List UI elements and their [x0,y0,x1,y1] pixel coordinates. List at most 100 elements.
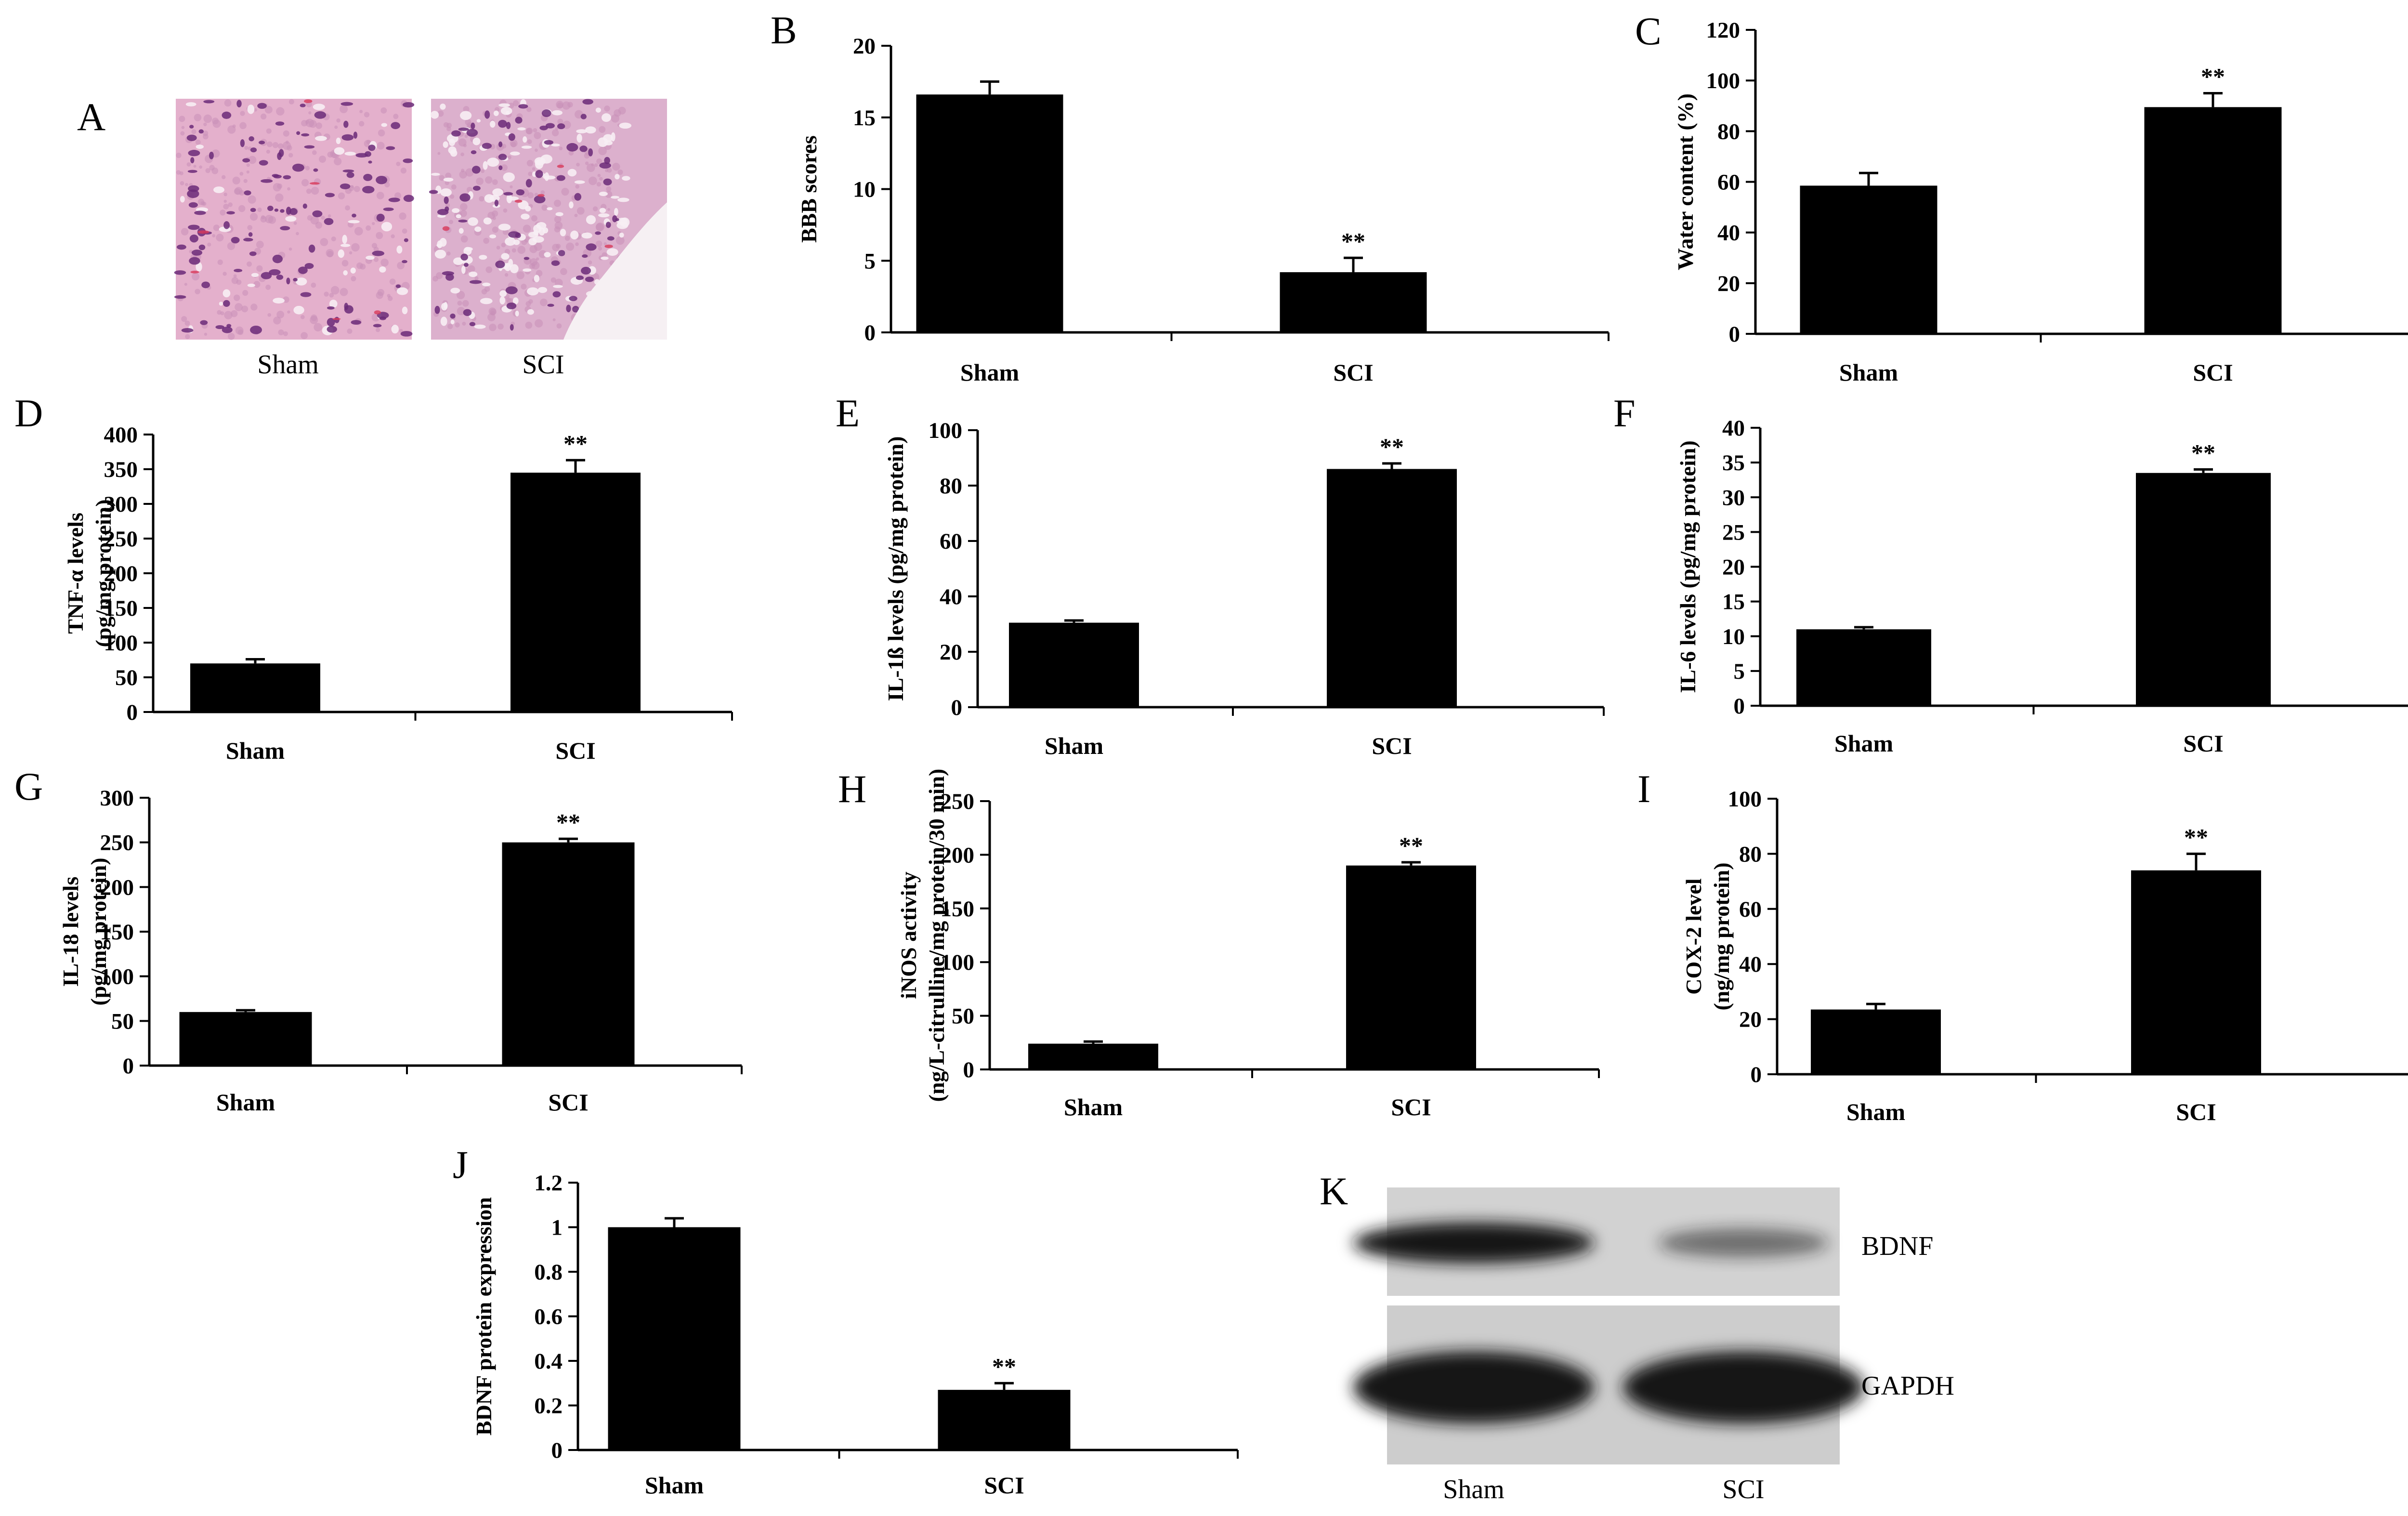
band-gapdh-sham [1353,1351,1594,1424]
y-tick-label: 250 [104,527,138,552]
bar-sci [1280,272,1427,332]
y-tick-label: 0.8 [534,1260,563,1285]
panel-letter-k: K [1320,1169,1348,1213]
y-tick-label: 100 [104,631,138,656]
y-tick-label: 15 [1722,590,1745,615]
y-tick-label: 200 [941,843,975,868]
category-label-sham: Sham [1045,732,1103,759]
significance-marker: ** [1380,433,1404,460]
panel-letter-a: A [77,95,105,139]
y-tick-label: 60 [1739,897,1762,922]
western-blot-panel: BDNF GAPDH Sham SCI [1353,1187,1954,1504]
y-tick-label: 40 [1739,952,1762,977]
y-tick-label: 0 [963,1057,975,1082]
y-axis-label: IL-18 levels (pg/mg protein) [58,857,111,1005]
bar-sham [1028,1043,1158,1069]
y-tick-label: 20 [940,640,962,665]
category-label-sham: Sham [1846,1098,1905,1125]
y-axis-label: IL-1ß levels (pg/mg protein) [883,436,908,701]
category-label-sci: SCI [2193,359,2233,386]
y-tick-label: 1.2 [534,1171,563,1196]
y-tick-label: 0 [1729,322,1741,347]
histology-label-sham: Sham [257,350,319,380]
category-label-sci: SCI [984,1472,1024,1499]
y-tick-label: 80 [940,474,962,499]
category-label-sham: Sham [1839,359,1898,386]
y-tick-label: 20 [1717,271,1740,296]
y-tick-label: 0 [123,1054,134,1079]
chart-i-cox-2: 0 20 40 60 80 100 Sham ** SCI COX-2 level (ng/mg p… [1681,787,2408,1125]
chart-f-il-6: 0 5 10 15 20 25 30 35 40 Sham ** SCI IL-6 levels (pg… [1675,416,2408,757]
chart-d-tnf-alpha: 0 50 100 150 200 250 300 350 400 Sham ** SCI TNF-α l… [63,422,733,764]
y-axis-label: iNOS activity (ng/L-citrulline/mg protein… [896,769,949,1102]
y-axis-label: TNF-α levels (pg/mg protein) [63,499,116,647]
bar-sci [510,473,641,712]
y-tick-label: 0 [127,700,138,725]
y-axis-label: COX-2 level (ng/mg protein) [1681,862,1734,1010]
significance-marker: ** [1341,227,1365,254]
bar-sci [2136,473,2271,706]
y-tick-label: 25 [1722,520,1745,545]
chart-e-il-1b: 0 20 40 60 80 100 Sham ** SCI IL-1ß levels (pg/mg… [883,418,1605,759]
y-tick-label: 300 [100,786,134,811]
y-tick-label: 50 [952,1004,974,1029]
blot-label-gapdh: GAPDH [1861,1371,1954,1401]
category-label-sci: SCI [2183,730,2223,757]
significance-marker: ** [992,1353,1016,1380]
y-tick-label: 100 [100,964,134,989]
y-tick-label: 100 [929,418,963,443]
y-axis-label: BBB scores [797,135,821,243]
y-tick-label: 80 [1717,119,1740,144]
bar-sci [502,842,635,1066]
y-tick-label: 400 [104,422,138,448]
histology-image-sham [174,99,415,340]
blot-lane-label-sci: SCI [1722,1475,1764,1504]
y-tick-label: 120 [1706,18,1741,43]
y-tick-label: 60 [1717,170,1740,195]
panel-letter-h: H [838,767,866,811]
y-tick-label: 0 [1751,1062,1762,1087]
category-label-sham: Sham [216,1089,275,1116]
y-tick-label: 0.6 [534,1305,563,1330]
y-tick-label: 40 [1717,221,1740,246]
y-tick-label: 30 [1722,485,1745,510]
panel-letter-b: B [771,8,797,52]
category-label-sham: Sham [645,1472,704,1499]
chart-b-bbb-scores: 0 5 10 15 20 Sham ** SCI BBB scores [797,34,1610,386]
y-tick-label: 100 [941,950,975,975]
histology-image-sci [429,99,667,340]
bar-sham [1800,185,1937,334]
panel-letter-d: D [14,391,43,435]
y-tick-label: 0 [551,1438,563,1463]
bar-sham [190,663,320,712]
y-tick-label: 35 [1722,450,1745,475]
significance-marker: ** [2191,439,2215,466]
chart-h-inos: 0 50 100 150 200 250 Sham ** SCI iNOS activity (ng… [896,769,1600,1121]
bar-sham [608,1227,741,1450]
y-tick-label: 20 [853,34,876,59]
bar-sham [1796,629,1931,706]
y-tick-label: 10 [853,177,876,202]
y-tick-label: 0.4 [534,1349,563,1374]
y-tick-label: 250 [100,831,134,856]
bar-sci [1346,865,1476,1069]
y-tick-label: 0 [951,695,963,720]
y-tick-label: 40 [940,584,962,609]
y-tick-label: 200 [100,875,134,900]
chart-c-water-content: 0 20 40 60 80 100 120 Sham ** SCI Water content (%… [1673,18,2408,386]
category-label-sham: Sham [226,737,285,764]
y-tick-label: 15 [853,105,876,131]
chart-g-il-18: 0 50 100 150 200 250 300 Sham ** SCI IL-18 levels(… [58,786,743,1116]
y-tick-label: 100 [1728,787,1762,812]
histology-label-sci: SCI [522,350,564,380]
y-tick-label: 80 [1739,842,1762,867]
category-label-sci: SCI [1391,1094,1431,1121]
y-tick-label: 100 [1706,68,1741,93]
panel-letter-i: I [1637,767,1650,811]
y-tick-label: 200 [104,561,138,586]
significance-marker: ** [1399,832,1423,859]
y-tick-label: 0.2 [534,1394,563,1419]
bar-sci [2131,870,2261,1074]
y-tick-label: 40 [1722,416,1745,441]
bar-sci [938,1390,1071,1450]
